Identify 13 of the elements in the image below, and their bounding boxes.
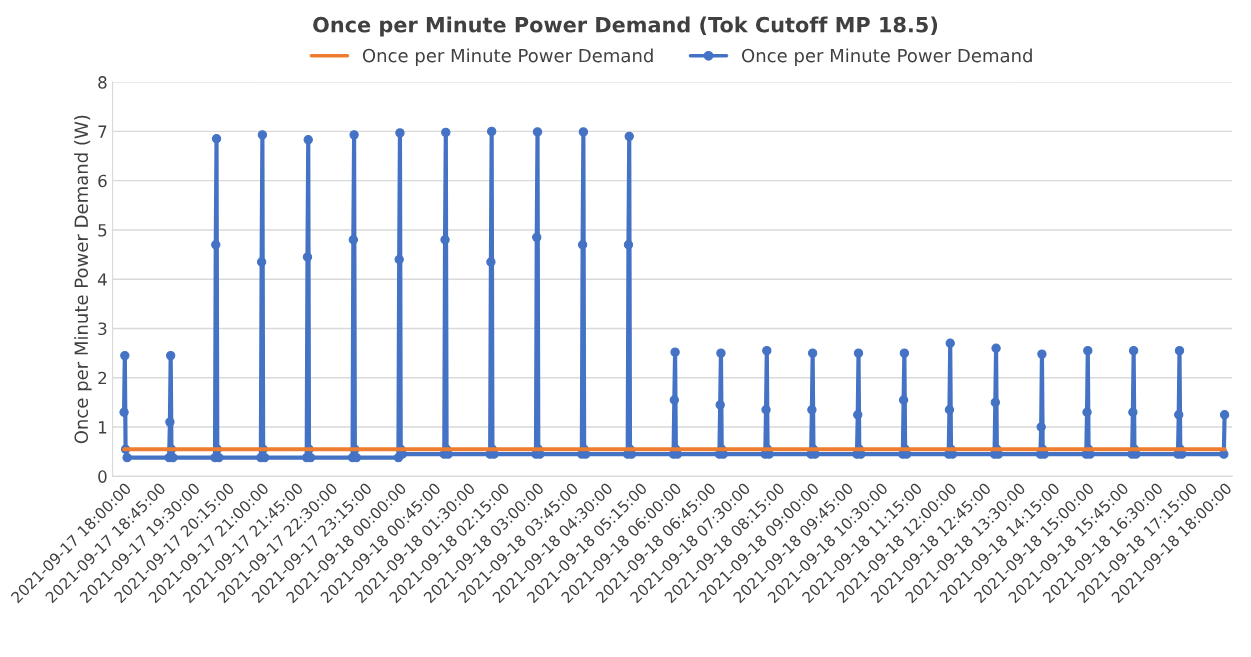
y-tick-label: 1 xyxy=(98,421,107,434)
y-tick-label: 0 xyxy=(98,470,107,483)
y-tick-label: 3 xyxy=(98,322,107,336)
y-tick-label: 6 xyxy=(98,174,107,188)
chart-title: Once per Minute Power Demand (Tok Cutoff MP 18.5) xyxy=(313,16,938,37)
legend-label: Once per Minute Power Demand xyxy=(362,48,653,66)
y-tick-label: 4 xyxy=(97,273,107,286)
legend-label: Once per Minute Power Demand xyxy=(742,48,1032,66)
y-tick-label: 2 xyxy=(98,371,107,385)
y-tick-label: 5 xyxy=(98,224,107,237)
y-tick-label: 8 xyxy=(98,76,107,89)
y-axis-title: Once per Minute Power Demand (W) xyxy=(74,115,92,444)
y-tick-label: 7 xyxy=(98,125,107,138)
